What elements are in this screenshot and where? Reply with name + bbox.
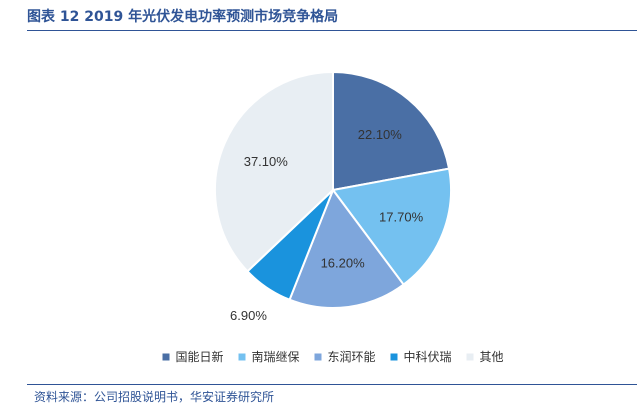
slice-label-3: 16.20%	[321, 256, 366, 271]
legend-swatch-2	[238, 353, 246, 361]
source-rule	[27, 384, 637, 385]
slice-label-5: 37.10%	[244, 154, 289, 169]
legend-swatch-4	[390, 353, 398, 361]
legend-label-1: 国能日新	[176, 349, 224, 364]
legend-label-5: 其他	[480, 350, 504, 364]
legend-label-3: 东润环能	[328, 350, 376, 364]
slice-label-2: 17.70%	[379, 210, 424, 225]
pie-slice-2	[331, 167, 452, 286]
pie-slices	[214, 70, 452, 309]
title-rule	[27, 30, 637, 31]
chart-legend: 国能日新 南瑞继保 东润环能 中科伏瑞 其他	[162, 349, 504, 364]
slice-label-1: 22.10%	[358, 127, 403, 142]
pie-chart: 22.10% 17.70% 16.20% 6.90% 37.10% 国能日新 南瑞继保 东润…	[162, 70, 504, 364]
pie-labels: 22.10% 17.70% 16.20% 6.90% 37.10%	[230, 127, 424, 323]
legend-label-2: 南瑞继保	[252, 349, 300, 364]
slice-label-4: 6.90%	[230, 308, 267, 323]
legend-label-4: 中科伏瑞	[404, 349, 452, 364]
pie-slice-5	[214, 70, 334, 273]
legend-swatch-1	[162, 353, 170, 361]
legend-swatch-5	[466, 353, 474, 361]
figure-title: 图表 12 2019 年光伏发电功率预测市场竞争格局	[27, 9, 339, 25]
figure-source: 资料来源：公司招股说明书，华安证券研究所	[34, 390, 275, 404]
pie-slice-3	[288, 187, 405, 309]
pie-slice-1	[332, 70, 451, 192]
legend-swatch-3	[314, 353, 322, 361]
